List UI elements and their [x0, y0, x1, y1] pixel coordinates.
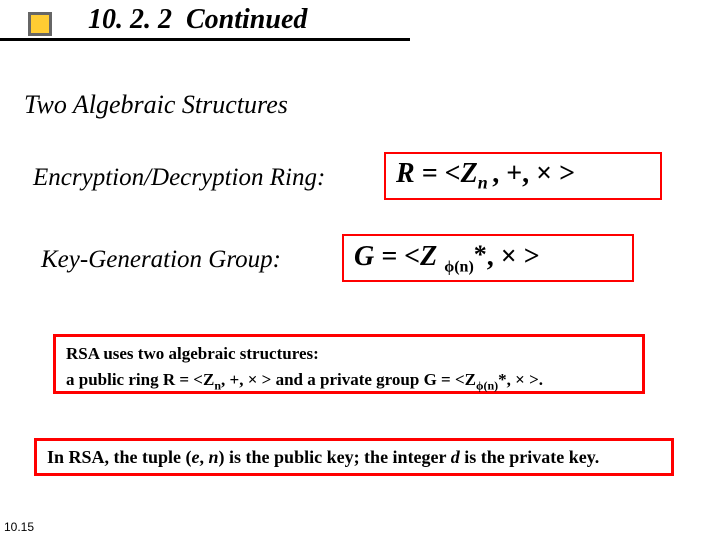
group-suffix: , × > — [487, 241, 540, 272]
n1l2-prefix: a public ring R = <Z — [66, 370, 214, 389]
note-box-2: In RSA, the tuple (e, n) is the public k… — [34, 438, 674, 476]
group-phi: ϕ — [444, 258, 454, 275]
n2-p3: ) is the public key; the integer — [219, 447, 451, 467]
key-generation-label: Key-Generation Group: — [41, 246, 281, 274]
group-sub-paren: (n) — [454, 258, 474, 275]
ring-formula: R = <Zn , +, × > — [396, 158, 575, 194]
group-star: * — [474, 240, 487, 269]
n1l2-mid: , +, × > and a private group G = <Z — [221, 370, 476, 389]
section-title: Continued — [186, 4, 307, 35]
group-prefix: G = <Z — [354, 241, 444, 272]
n2-n: n — [209, 447, 219, 467]
group-formula-box: G = <Z ϕ(n)*, × > — [342, 234, 634, 282]
n1l2-phi: ϕ — [476, 378, 484, 392]
ring-formula-box: R = <Zn , +, × > — [384, 152, 662, 200]
note1-line1: RSA uses two algebraic structures: — [66, 341, 632, 367]
ring-suffix: , +, × > — [492, 158, 575, 189]
n2-e: e — [192, 447, 200, 467]
note1-line2: a public ring R = <Zn, +, × > and a priv… — [66, 367, 632, 394]
n1l2-sub2: (n) — [484, 378, 499, 392]
section-header: 10. 2. 2 Continued — [88, 4, 307, 36]
subtitle: Two Algebraic Structures — [24, 90, 288, 120]
section-number: 10. 2. 2 — [88, 4, 172, 35]
n2-p2: , — [200, 447, 209, 467]
note2-text: In RSA, the tuple (e, n) is the public k… — [47, 447, 599, 468]
n1l2-suffix: *, × >. — [498, 370, 543, 389]
bullet-square — [28, 12, 52, 36]
ring-prefix: R = <Z — [396, 158, 478, 189]
encryption-ring-label: Encryption/Decryption Ring: — [33, 164, 325, 192]
n2-p4: is the private key. — [460, 447, 600, 467]
n1l2-sub1: n — [214, 378, 221, 392]
ring-sub: n — [478, 173, 493, 193]
n2-d: d — [451, 447, 460, 467]
section-underline — [0, 38, 410, 41]
note-box-1: RSA uses two algebraic structures: a pub… — [53, 334, 645, 394]
group-formula: G = <Z ϕ(n)*, × > — [354, 240, 540, 277]
n2-p1: In RSA, the tuple ( — [47, 447, 192, 467]
page-number: 10.15 — [4, 520, 34, 534]
